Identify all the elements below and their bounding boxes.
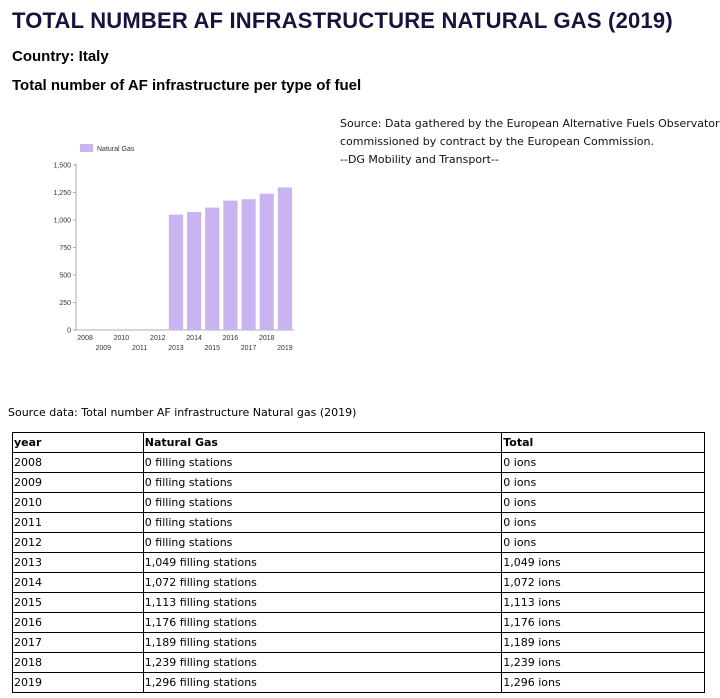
year-cell: 2012 [12,532,144,553]
natural-gas-cell: 1,296 filling stations [142,672,503,693]
year-cell: 2008 [12,452,144,473]
x-tick-label: 2018 [259,335,275,342]
page-title: TOTAL NUMBER AF INFRASTRUCTURE NATURAL G… [12,8,673,33]
source-line: Source: Data gathered by the European Al… [340,117,720,130]
y-tick-label: 1,250 [53,190,71,197]
column-header-total: Total [501,432,705,453]
source-line: --DG Mobility and Transport-- [340,153,499,166]
bar-2017 [241,199,256,330]
year-cell: 2010 [12,492,144,513]
natural-gas-cell: 1,189 filling stations [142,632,503,653]
year-cell: 2019 [12,672,144,693]
natural-gas-cell: 0 filling stations [142,452,503,473]
total-cell: 0 ions [501,532,705,553]
x-tick-label: 2013 [168,345,184,352]
x-tick-label: 2012 [150,335,166,342]
table-row: 2010 0 filling stations 0 ions [12,492,705,513]
x-tick-label: 2017 [241,345,257,352]
year-cell: 2009 [12,472,144,493]
x-tick-label: 2011 [132,345,147,352]
source-line: commissioned by contract by the European… [340,135,654,148]
total-cell: 0 ions [501,452,705,473]
x-tick-label: 2014 [186,335,202,342]
column-header-year: year [12,432,144,453]
natural-gas-cell: 0 filling stations [142,492,503,513]
bar-2018 [259,193,274,330]
bar-2016 [223,200,238,330]
country-label: Country: Italy [12,48,109,65]
x-tick-label: 2009 [95,345,111,352]
total-cell: 0 ions [501,472,705,493]
year-cell: 2013 [12,552,144,573]
y-tick-label: 1,000 [53,218,71,225]
y-tick-label: 750 [59,245,71,252]
total-cell: 1,189 ions [501,632,705,653]
table-row: 2014 1,072 filling stations 1,072 ions [12,572,705,593]
bar-2013 [168,214,184,330]
x-tick-label: 2010 [114,335,130,342]
x-tick-label: 2016 [223,335,239,342]
natural-gas-cell: 1,113 filling stations [142,592,503,613]
table-row: 2011 0 filling stations 0 ions [12,512,705,533]
total-cell: 0 ions [501,492,705,513]
x-tick-label: 2008 [77,335,93,342]
total-cell: 1,296 ions [501,672,705,693]
year-cell: 2015 [12,592,144,613]
table-header-row: year Natural Gas Total [12,432,705,453]
table-row: 2018 1,239 filling stations 1,239 ions [12,652,705,673]
legend-swatch [80,144,93,152]
table-row: 2016 1,176 filling stations 1,176 ions [12,612,705,633]
table-row: 2017 1,189 filling stations 1,189 ions [12,632,705,653]
year-cell: 2011 [12,512,144,533]
bar-2019 [277,187,293,330]
source-data-table: year Natural Gas Total 2008 0 filling sta… [12,432,705,693]
y-tick-label: 0 [67,328,71,335]
total-cell: 1,049 ions [501,552,705,573]
natural-gas-cell: 1,072 filling stations [142,572,503,593]
table-row: 2015 1,113 filling stations 1,113 ions [12,592,705,613]
source-note: Source: Data gathered by the European Al… [340,115,720,169]
bar-2014 [186,212,202,330]
chart-subtitle: Total number of AF infrastructure per ty… [12,77,362,94]
natural-gas-bar-chart: Natural Gas 0 250 500 750 1,000 1,250 1,500 2008… [53,144,294,352]
table-body: 2008 0 filling stations 0 ions 2009 0 fillin… [12,452,705,693]
y-tick-label: 250 [59,300,71,307]
bar-2015 [205,207,220,330]
y-tick-label: 500 [59,273,71,280]
year-cell: 2017 [12,632,144,653]
natural-gas-cell: 0 filling stations [142,472,503,493]
total-cell: 1,239 ions [501,652,705,673]
total-cell: 1,113 ions [501,592,705,613]
total-cell: 1,176 ions [501,612,705,633]
y-tick-label: 1,500 [53,163,71,170]
x-tick-label: 2015 [204,345,220,352]
total-cell: 1,072 ions [501,572,705,593]
year-cell: 2018 [12,652,144,673]
column-header-natural-gas: Natural Gas [142,432,503,453]
year-cell: 2014 [12,572,144,593]
table-row: 2019 1,296 filling stations 1,296 ions [12,672,705,693]
natural-gas-cell: 0 filling stations [142,512,503,533]
total-cell: 0 ions [501,512,705,533]
year-cell: 2016 [12,612,144,633]
x-tick-label: 2019 [277,345,293,352]
natural-gas-cell: 1,049 filling stations [142,552,503,573]
table-row: 2012 0 filling stations 0 ions [12,532,705,553]
natural-gas-cell: 1,239 filling stations [142,652,503,673]
table-row: 2013 1,049 filling stations 1,049 ions [12,552,705,573]
natural-gas-cell: 0 filling stations [142,532,503,553]
table-row: 2009 0 filling stations 0 ions [12,472,705,493]
table-caption: Source data: Total number AF infrastruct… [8,406,357,419]
table-row: 2008 0 filling stations 0 ions [12,452,705,473]
natural-gas-cell: 1,176 filling stations [142,612,503,633]
legend-label: Natural Gas [97,146,135,153]
